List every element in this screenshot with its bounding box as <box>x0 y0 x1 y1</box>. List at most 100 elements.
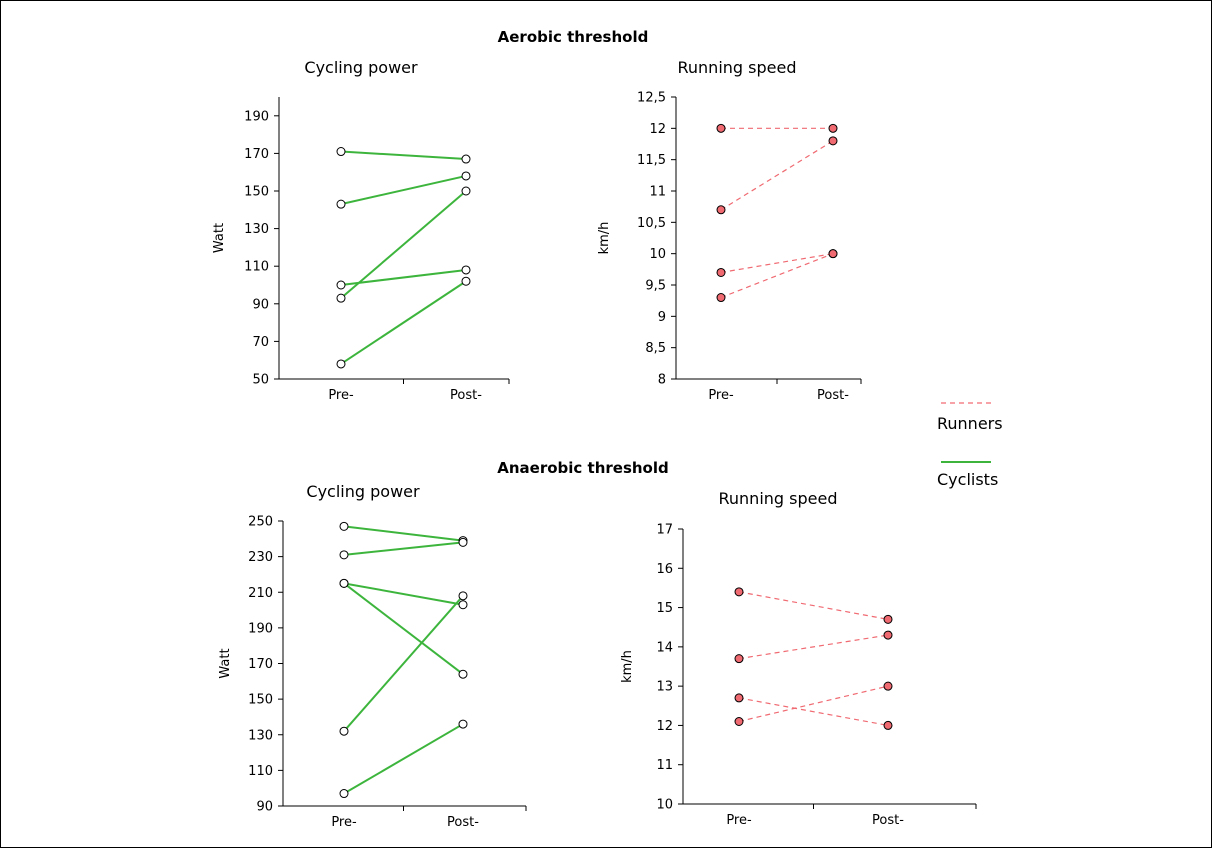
aerobic-running-series-2-line <box>721 254 833 273</box>
aerobic-running-series-0-point <box>829 124 837 132</box>
anaerobic-cycling-ytick-label: 250 <box>248 515 273 530</box>
aerobic-running-ytick-label: 8,5 <box>645 341 666 356</box>
anaerobic-running-series-2-point <box>735 694 743 702</box>
anaerobic-running-ytick-label: 13 <box>656 680 673 695</box>
aerobic-running-series-3-point <box>717 294 725 302</box>
anaerobic-cycling-xtick-label: Pre- <box>331 815 357 830</box>
anaerobic-cycling-ytick-label: 210 <box>248 586 273 601</box>
aerobic-running-series-2-point <box>717 268 725 276</box>
anaerobic-running-series-0-point <box>735 588 743 596</box>
aerobic-cycling-series-3-line <box>341 270 466 285</box>
anaerobic-cycling-series-4-line <box>344 596 463 731</box>
anaerobic-cycling-ytick-label: 90 <box>256 800 273 815</box>
anaerobic-running-panel: Running speed km/h 10 11 12 13 14 15 16 17 Pre- Pos… <box>620 489 976 828</box>
anaerobic-running-ytick-label: 15 <box>656 601 673 616</box>
anaerobic-cycling-series-3-point <box>340 579 348 587</box>
anaerobic-running-series-0-line <box>739 592 888 620</box>
aerobic-running-ytick-label: 8 <box>658 373 666 388</box>
aerobic-running-xtick-label: Pre- <box>708 388 734 403</box>
aerobic-section-title: Aerobic threshold <box>498 28 649 46</box>
legend-cyclists-label: Cyclists <box>937 470 998 489</box>
aerobic-cycling-ytick-label: 150 <box>244 185 269 200</box>
aerobic-cycling-panel: Cycling power Watt 50 70 90 110 130 150 170 190 Pr… <box>212 58 509 403</box>
legend-runners-label: Runners <box>937 414 1003 433</box>
aerobic-running-series-3-point <box>829 250 837 258</box>
anaerobic-cycling-xtick-label: Post- <box>447 815 479 830</box>
anaerobic-cycling-series-5-point <box>459 720 467 728</box>
anaerobic-cycling-series-3-point <box>459 670 467 678</box>
aerobic-running-panel: Running speed km/h 8 8,5 9 9,5 10 10,5 11 11,5 12 1… <box>597 58 861 403</box>
aerobic-cycling-series-4-point <box>462 277 470 285</box>
anaerobic-running-series-1-point <box>884 631 892 639</box>
aerobic-running-series-1-line <box>721 141 833 210</box>
anaerobic-cycling-series-1-line <box>344 542 463 554</box>
anaerobic-running-xtick-label: Post- <box>872 813 904 828</box>
anaerobic-cycling-ytick-label: 170 <box>248 657 273 672</box>
anaerobic-cycling-series-0-line <box>344 526 463 540</box>
anaerobic-running-ytick-label: 16 <box>656 562 673 577</box>
anaerobic-running-series-2-line <box>739 698 888 726</box>
chart-panels: Cycling power Watt 50 70 90 110 130 150 170 190 Pr… <box>212 58 976 830</box>
aerobic-running-ytick-label: 12 <box>649 122 666 137</box>
aerobic-running-ytick-label: 10 <box>649 247 666 262</box>
anaerobic-running-series-1-point <box>735 655 743 663</box>
anaerobic-running-ytick-label: 12 <box>656 719 673 734</box>
anaerobic-running-ytick-label: 17 <box>656 523 673 538</box>
aerobic-cycling-series-4-line <box>341 281 466 364</box>
aerobic-cycling-title: Cycling power <box>304 58 418 77</box>
aerobic-running-series-1-point <box>717 206 725 214</box>
anaerobic-running-series-2-point <box>884 721 892 729</box>
anaerobic-running-ytick-label: 14 <box>656 640 673 655</box>
aerobic-cycling-ytick-label: 110 <box>244 260 269 275</box>
anaerobic-cycling-ytick-label: 230 <box>248 550 273 565</box>
aerobic-running-ytick-label: 11,5 <box>637 153 666 168</box>
anaerobic-cycling-series-2-line <box>344 583 463 604</box>
anaerobic-cycling-series-1-point <box>340 551 348 559</box>
aerobic-cycling-series-0-point <box>462 155 470 163</box>
anaerobic-section-title: Anaerobic threshold <box>497 459 669 477</box>
aerobic-running-series-0-point <box>717 124 725 132</box>
aerobic-running-ytick-label: 9,5 <box>645 279 666 294</box>
anaerobic-cycling-series-2-point <box>459 601 467 609</box>
anaerobic-cycling-series-1-point <box>459 538 467 546</box>
anaerobic-running-xtick-label: Pre- <box>726 813 752 828</box>
aerobic-cycling-series-4-point <box>337 360 345 368</box>
aerobic-cycling-series-3-point <box>462 266 470 274</box>
aerobic-cycling-ytick-label: 190 <box>244 109 269 124</box>
aerobic-cycling-series-0-line <box>341 152 466 160</box>
anaerobic-running-series-3-point <box>884 682 892 690</box>
aerobic-cycling-ytick-label: 170 <box>244 147 269 162</box>
aerobic-running-series-3-line <box>721 254 833 298</box>
aerobic-cycling-series-3-point <box>337 281 345 289</box>
aerobic-cycling-series-1-point <box>462 172 470 180</box>
anaerobic-cycling-series-5-line <box>344 724 463 793</box>
aerobic-cycling-xtick-label: Post- <box>450 388 482 403</box>
anaerobic-running-series-1-line <box>739 635 888 659</box>
aerobic-cycling-series-0-point <box>337 148 345 156</box>
aerobic-cycling-series-2-point <box>337 294 345 302</box>
aerobic-running-ytick-label: 11 <box>649 185 666 200</box>
anaerobic-running-series-3-point <box>735 718 743 726</box>
aerobic-running-ytick-label: 12,5 <box>637 91 666 106</box>
anaerobic-cycling-ylabel: Watt <box>218 648 233 678</box>
aerobic-cycling-series-1-line <box>341 176 466 204</box>
aerobic-cycling-ytick-label: 50 <box>252 373 269 388</box>
anaerobic-running-ylabel: km/h <box>620 650 635 683</box>
anaerobic-cycling-series-4-point <box>459 592 467 600</box>
aerobic-running-title: Running speed <box>678 58 797 77</box>
anaerobic-running-title: Running speed <box>719 489 838 508</box>
legend: Runners Cyclists <box>937 403 1003 489</box>
anaerobic-cycling-panel: Cycling power Watt 90 110 130 150 170 190 210 230… <box>218 482 526 830</box>
aerobic-cycling-xtick-label: Pre- <box>328 388 354 403</box>
anaerobic-cycling-title: Cycling power <box>306 482 420 501</box>
anaerobic-cycling-series-4-point <box>340 727 348 735</box>
aerobic-cycling-series-2-point <box>462 187 470 195</box>
aerobic-cycling-ytick-label: 90 <box>252 297 269 312</box>
anaerobic-running-ytick-label: 10 <box>656 798 673 813</box>
aerobic-running-xtick-label: Post- <box>817 388 849 403</box>
anaerobic-cycling-ytick-label: 190 <box>248 621 273 636</box>
anaerobic-running-ytick-label: 11 <box>656 758 673 773</box>
anaerobic-running-series-3-line <box>739 686 888 721</box>
